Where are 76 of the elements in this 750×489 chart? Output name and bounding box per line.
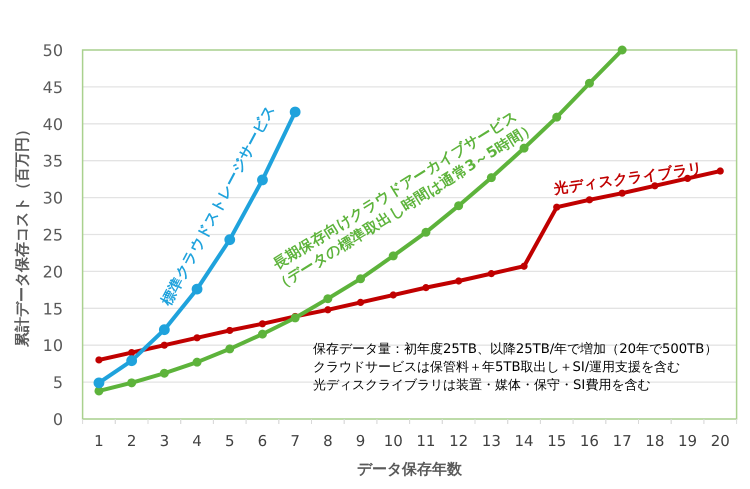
point [520,262,528,270]
x-tick-label: 4 [192,432,202,450]
point [94,377,104,388]
point [158,324,170,336]
x-tick-label: 5 [224,432,235,450]
x-tick-label: 7 [290,432,300,450]
point [454,201,464,210]
y-tick-label: 40 [42,114,63,134]
point [128,348,136,356]
y-tick-label: 25 [42,226,63,244]
x-tick-label: 15 [547,432,566,450]
x-tick-label: 8 [323,432,333,450]
x-tick-label: 13 [482,432,501,450]
point [193,334,201,342]
point [258,320,266,328]
y-axis-title: 累計データ保存コスト（百万円） [13,122,31,348]
point [552,112,562,122]
y-tick-label: 30 [42,188,63,208]
x-tick-label: 14 [514,432,534,450]
x-tick-label: 10 [384,432,403,450]
point [421,228,430,237]
point [192,284,202,295]
text: 光ディスクライブラリ [552,160,704,198]
x-tick-label: 1 [94,432,104,450]
point [127,378,136,388]
x-tick-label: 9 [356,432,366,450]
point [192,358,202,367]
y-tick-label: 10 [42,336,63,356]
point [651,182,658,190]
y-tick-label: 45 [42,78,63,97]
point [160,342,168,349]
point [224,234,236,246]
point [324,306,332,314]
point [455,277,462,285]
point [257,174,268,186]
y-tick-label: 0 [52,410,63,429]
x-tick-label: 16 [580,432,599,450]
point [716,167,724,175]
point [356,274,366,284]
y-tick-label: 5 [52,373,63,392]
point [258,330,267,339]
point [225,344,234,354]
x-tick-label: 17 [612,432,632,450]
x-axis-title: データ保存年数 [357,460,464,478]
point [486,173,496,182]
point [586,196,594,204]
point [160,368,169,378]
annotation: クラウドサービスは保管料＋年5TB取出し＋SI/運用支援を含む [313,360,680,375]
x-tick-label: 11 [416,432,436,450]
point [290,106,301,118]
point [126,355,138,366]
point [488,270,495,278]
point [618,46,627,54]
x-tick-label: 18 [645,432,664,450]
point [422,284,430,292]
x-tick-label: 2 [126,432,136,450]
point [553,204,560,211]
point [356,298,364,306]
point [390,291,397,299]
x-tick-label: 12 [449,432,468,450]
x-tick-label: 6 [258,432,268,450]
point [388,251,398,260]
point [226,326,234,334]
annotation: 保存データ量：初年度25TB、以降25TB/年で増加（20年で500TB） [313,341,718,357]
y-tick-label: 50 [42,41,63,60]
y-tick-label: 15 [42,299,63,318]
x-tick-label: 19 [678,432,698,450]
x-tick-label: 3 [160,432,170,450]
point [584,78,594,88]
point [618,190,626,197]
y-tick-label: 35 [42,152,63,171]
x-tick-label: 20 [710,432,730,450]
annotation: 光ディスクライブラリは装置・媒体・保守・SI費用を含む [313,378,650,393]
y-tick-label: 20 [42,262,63,282]
point [95,356,103,364]
point [323,294,332,304]
